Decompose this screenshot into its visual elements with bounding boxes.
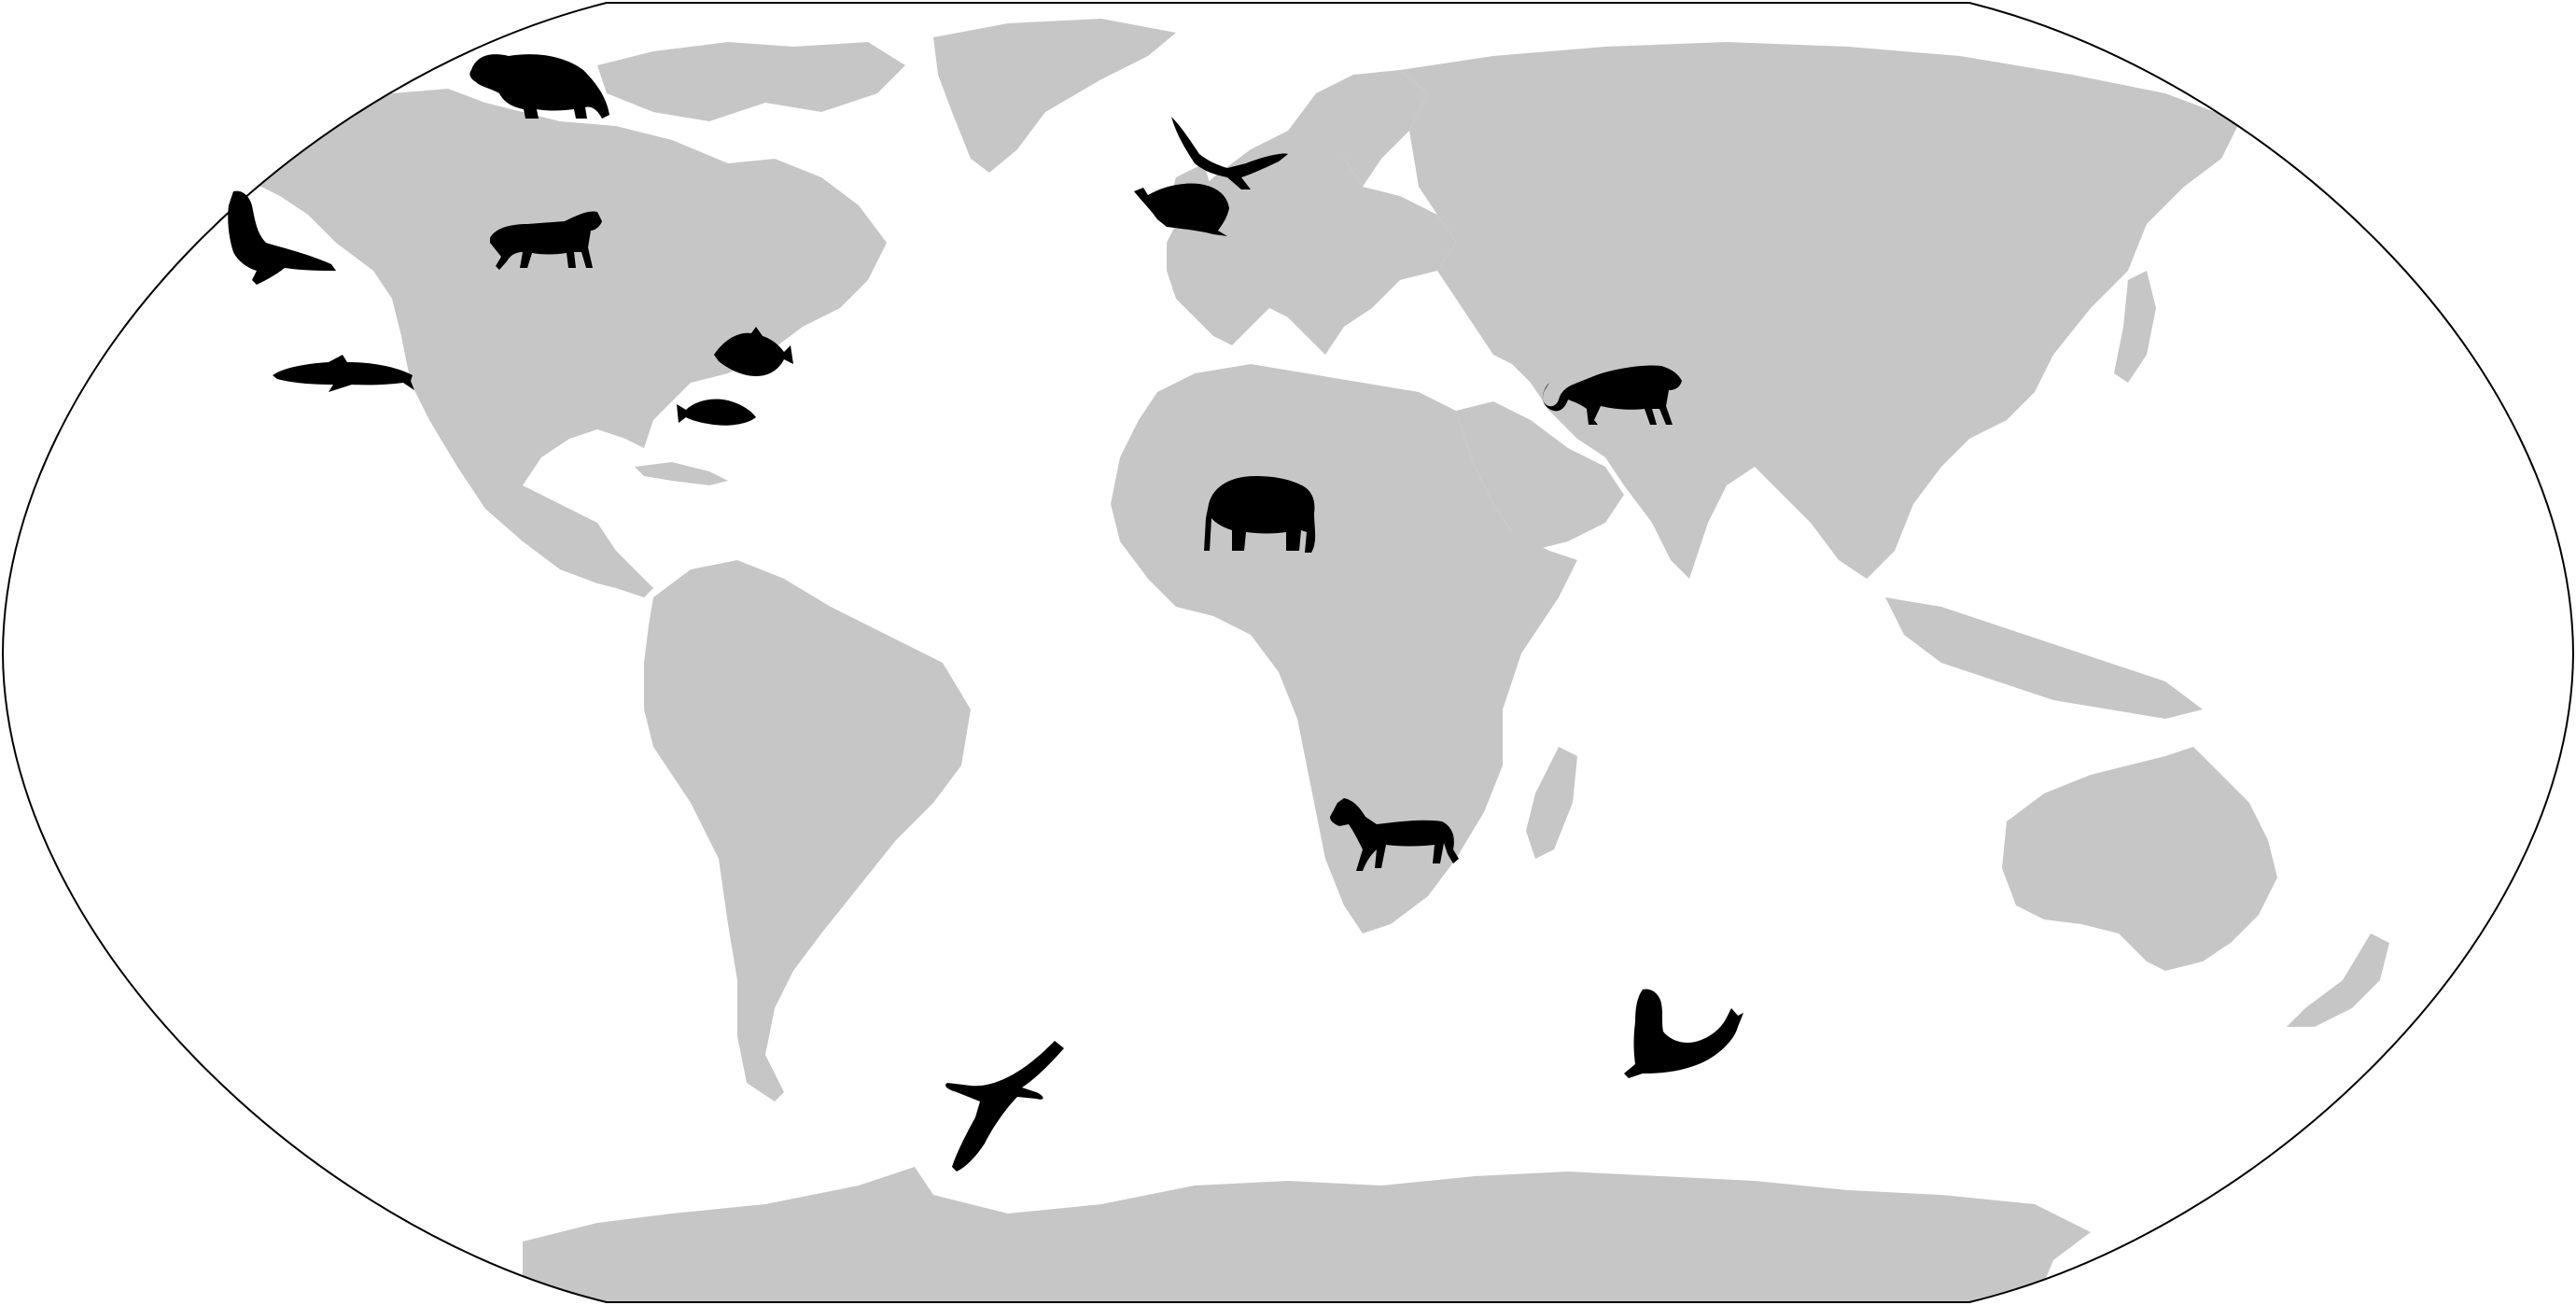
madagascar	[1526, 747, 1577, 859]
arabian-peninsula	[1456, 401, 1624, 551]
new-zealand	[2287, 933, 2389, 1027]
south-america	[644, 560, 971, 1102]
landmasses	[252, 19, 2389, 1302]
antarctica	[523, 1167, 2091, 1302]
indonesia	[1885, 597, 2203, 719]
greenland	[933, 19, 1176, 173]
caribbean	[635, 462, 728, 485]
elephant-icon	[1204, 476, 1316, 553]
bird-icon	[1171, 117, 1288, 189]
fish-icon	[714, 327, 793, 376]
albatross-icon	[945, 1041, 1064, 1172]
elephant-seal-icon	[1624, 989, 1743, 1078]
wolf-icon	[490, 211, 602, 270]
arctic-islands	[597, 42, 905, 121]
north-america	[252, 89, 887, 588]
fish-icon	[677, 399, 756, 426]
zebra-icon	[1330, 798, 1459, 871]
asia	[1400, 42, 2240, 579]
scandinavia	[1288, 70, 1428, 187]
australia	[2002, 747, 2277, 971]
polar-bear-icon	[469, 54, 609, 119]
leopard-icon	[1542, 365, 1682, 425]
sea-lion-icon	[228, 190, 336, 285]
seal-icon	[1134, 183, 1229, 236]
central-america	[523, 485, 653, 597]
dolphin-icon	[273, 355, 414, 392]
japan	[2114, 271, 2156, 383]
